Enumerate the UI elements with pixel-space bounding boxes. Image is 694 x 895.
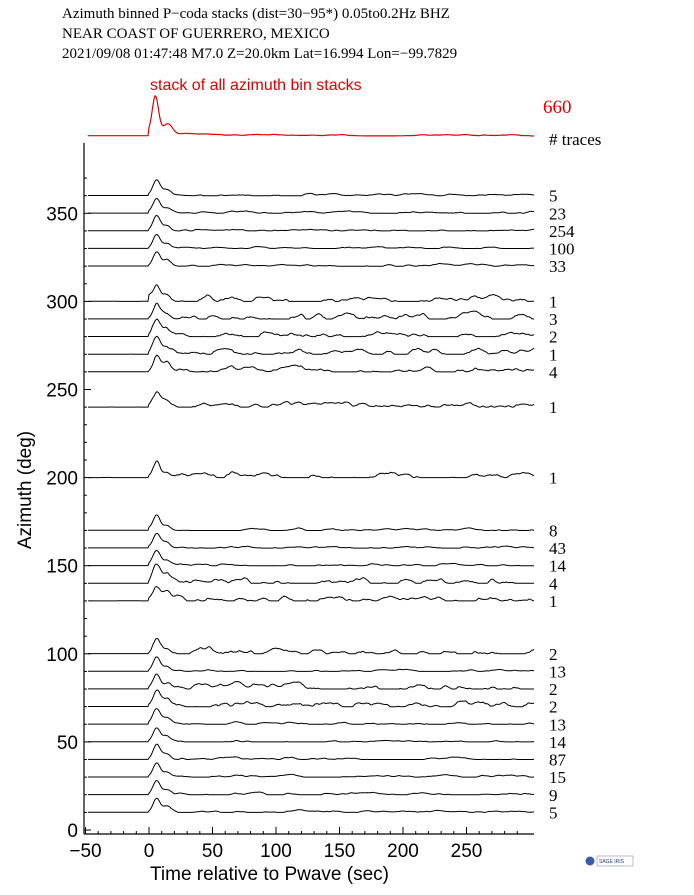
trace-count-label: 2 bbox=[549, 328, 558, 347]
y-tick-label: 250 bbox=[46, 381, 78, 402]
azimuth-trace bbox=[88, 637, 535, 655]
sage-logo-text: SAGE IRIS bbox=[599, 859, 625, 865]
x-tick-label: 200 bbox=[387, 841, 419, 862]
azimuth-trace bbox=[88, 318, 535, 338]
y-tick-label: 300 bbox=[46, 292, 78, 313]
trace-count-label: 4 bbox=[549, 574, 558, 593]
y-tick-label: 100 bbox=[46, 645, 78, 666]
azimuth-trace bbox=[88, 251, 535, 267]
trace-count-label: 14 bbox=[549, 557, 567, 576]
trace-count-label: 4 bbox=[549, 363, 558, 382]
azimuth-trace bbox=[88, 302, 535, 320]
azimuth-trace bbox=[88, 673, 534, 690]
azimuth-trace bbox=[88, 179, 535, 197]
trace-count-label: 9 bbox=[549, 786, 558, 805]
trace-count-label: 1 bbox=[549, 398, 558, 417]
x-tick-label: 100 bbox=[260, 841, 292, 862]
azimuth-trace bbox=[88, 390, 535, 408]
trace-count-label: 2 bbox=[549, 680, 558, 699]
trace-count-label: 254 bbox=[549, 222, 575, 241]
azimuth-trace bbox=[88, 197, 534, 214]
azimuth-trace bbox=[88, 689, 535, 708]
y-tick-label: 50 bbox=[57, 733, 78, 754]
azimuth-trace bbox=[88, 656, 535, 672]
y-ticks: 0 50 100 150 200 250 300 350 bbox=[46, 177, 91, 842]
y-tick-label: 350 bbox=[46, 204, 78, 225]
trace-count-label: 15 bbox=[549, 768, 566, 787]
azimuth-trace bbox=[88, 233, 535, 250]
trace-count-label: 1 bbox=[549, 469, 558, 488]
azimuth-trace bbox=[88, 514, 535, 532]
x-tick-label: 50 bbox=[202, 841, 223, 862]
trace-count-label: 2 bbox=[549, 645, 558, 664]
azimuth-trace bbox=[88, 708, 535, 725]
y-tick-label: 150 bbox=[46, 557, 78, 578]
trace-count-label: 8 bbox=[549, 521, 558, 540]
trace-count-label: 1 bbox=[549, 592, 558, 611]
y-tick-label: 200 bbox=[46, 469, 78, 490]
azimuth-trace bbox=[88, 354, 534, 373]
x-axis-label: Time relative to Pwave (sec) bbox=[150, 864, 389, 885]
header-line-2: NEAR COAST OF GUERRERO, MEXICO bbox=[62, 26, 330, 42]
header-line-3: 2021/09/08 01:47:48 M7.0 Z=20.0km Lat=16… bbox=[62, 46, 457, 62]
azimuth-trace bbox=[87, 335, 535, 355]
azimuth-trace bbox=[88, 797, 535, 813]
trace-count-label: 5 bbox=[549, 187, 558, 206]
trace-group bbox=[87, 179, 535, 813]
y-axis-label: Azimuth (deg) bbox=[15, 431, 36, 549]
azimuth-trace bbox=[88, 586, 535, 602]
x-tick-label: −50 bbox=[69, 841, 101, 862]
trace-count-label: 5 bbox=[549, 803, 558, 822]
azimuth-trace bbox=[88, 460, 535, 479]
stack-total-traces: 660 bbox=[543, 97, 572, 118]
x-ticks: −50 0 50 100 150 200 250 bbox=[69, 827, 518, 862]
sage-logo: SAGE IRIS bbox=[585, 855, 634, 867]
trace-count-label: 13 bbox=[549, 662, 566, 681]
trace-count-label: 33 bbox=[549, 257, 566, 276]
trace-count-label: 2 bbox=[549, 698, 558, 717]
azimuth-trace bbox=[88, 743, 535, 761]
trace-count-label: 1 bbox=[549, 345, 558, 364]
sage-logo-frame bbox=[596, 855, 634, 867]
stack-label: stack of all azimuth bin stacks bbox=[150, 77, 362, 94]
trace-count-label: 3 bbox=[549, 310, 558, 329]
azimuth-trace bbox=[88, 532, 535, 549]
traces-column-header: # traces bbox=[549, 130, 601, 149]
azimuth-trace bbox=[88, 779, 535, 796]
azimuth-trace bbox=[88, 214, 535, 232]
azimuth-trace bbox=[88, 563, 534, 584]
x-tick-label: 0 bbox=[144, 841, 155, 862]
azimuth-trace bbox=[88, 727, 535, 743]
azimuth-trace bbox=[88, 762, 535, 778]
trace-count-label: 23 bbox=[549, 204, 566, 223]
trace-count-label: 1 bbox=[549, 292, 558, 311]
trace-count-label: 43 bbox=[549, 539, 566, 558]
azimuth-trace bbox=[88, 549, 534, 567]
trace-count-label: 100 bbox=[549, 240, 575, 259]
x-tick-label: 150 bbox=[324, 841, 356, 862]
x-tick-label: 250 bbox=[451, 841, 483, 862]
trace-count-label: 87 bbox=[549, 751, 567, 770]
header-line-1: Azimuth binned P−coda stacks (dist=30−95… bbox=[62, 6, 450, 22]
azimuth-trace bbox=[88, 284, 534, 302]
stack-trace-line bbox=[88, 95, 534, 137]
trace-count-label: 13 bbox=[549, 715, 566, 734]
y-tick-label: 0 bbox=[67, 821, 78, 842]
sage-logo-globe-icon bbox=[585, 856, 595, 866]
trace-count-label: 14 bbox=[549, 733, 567, 752]
